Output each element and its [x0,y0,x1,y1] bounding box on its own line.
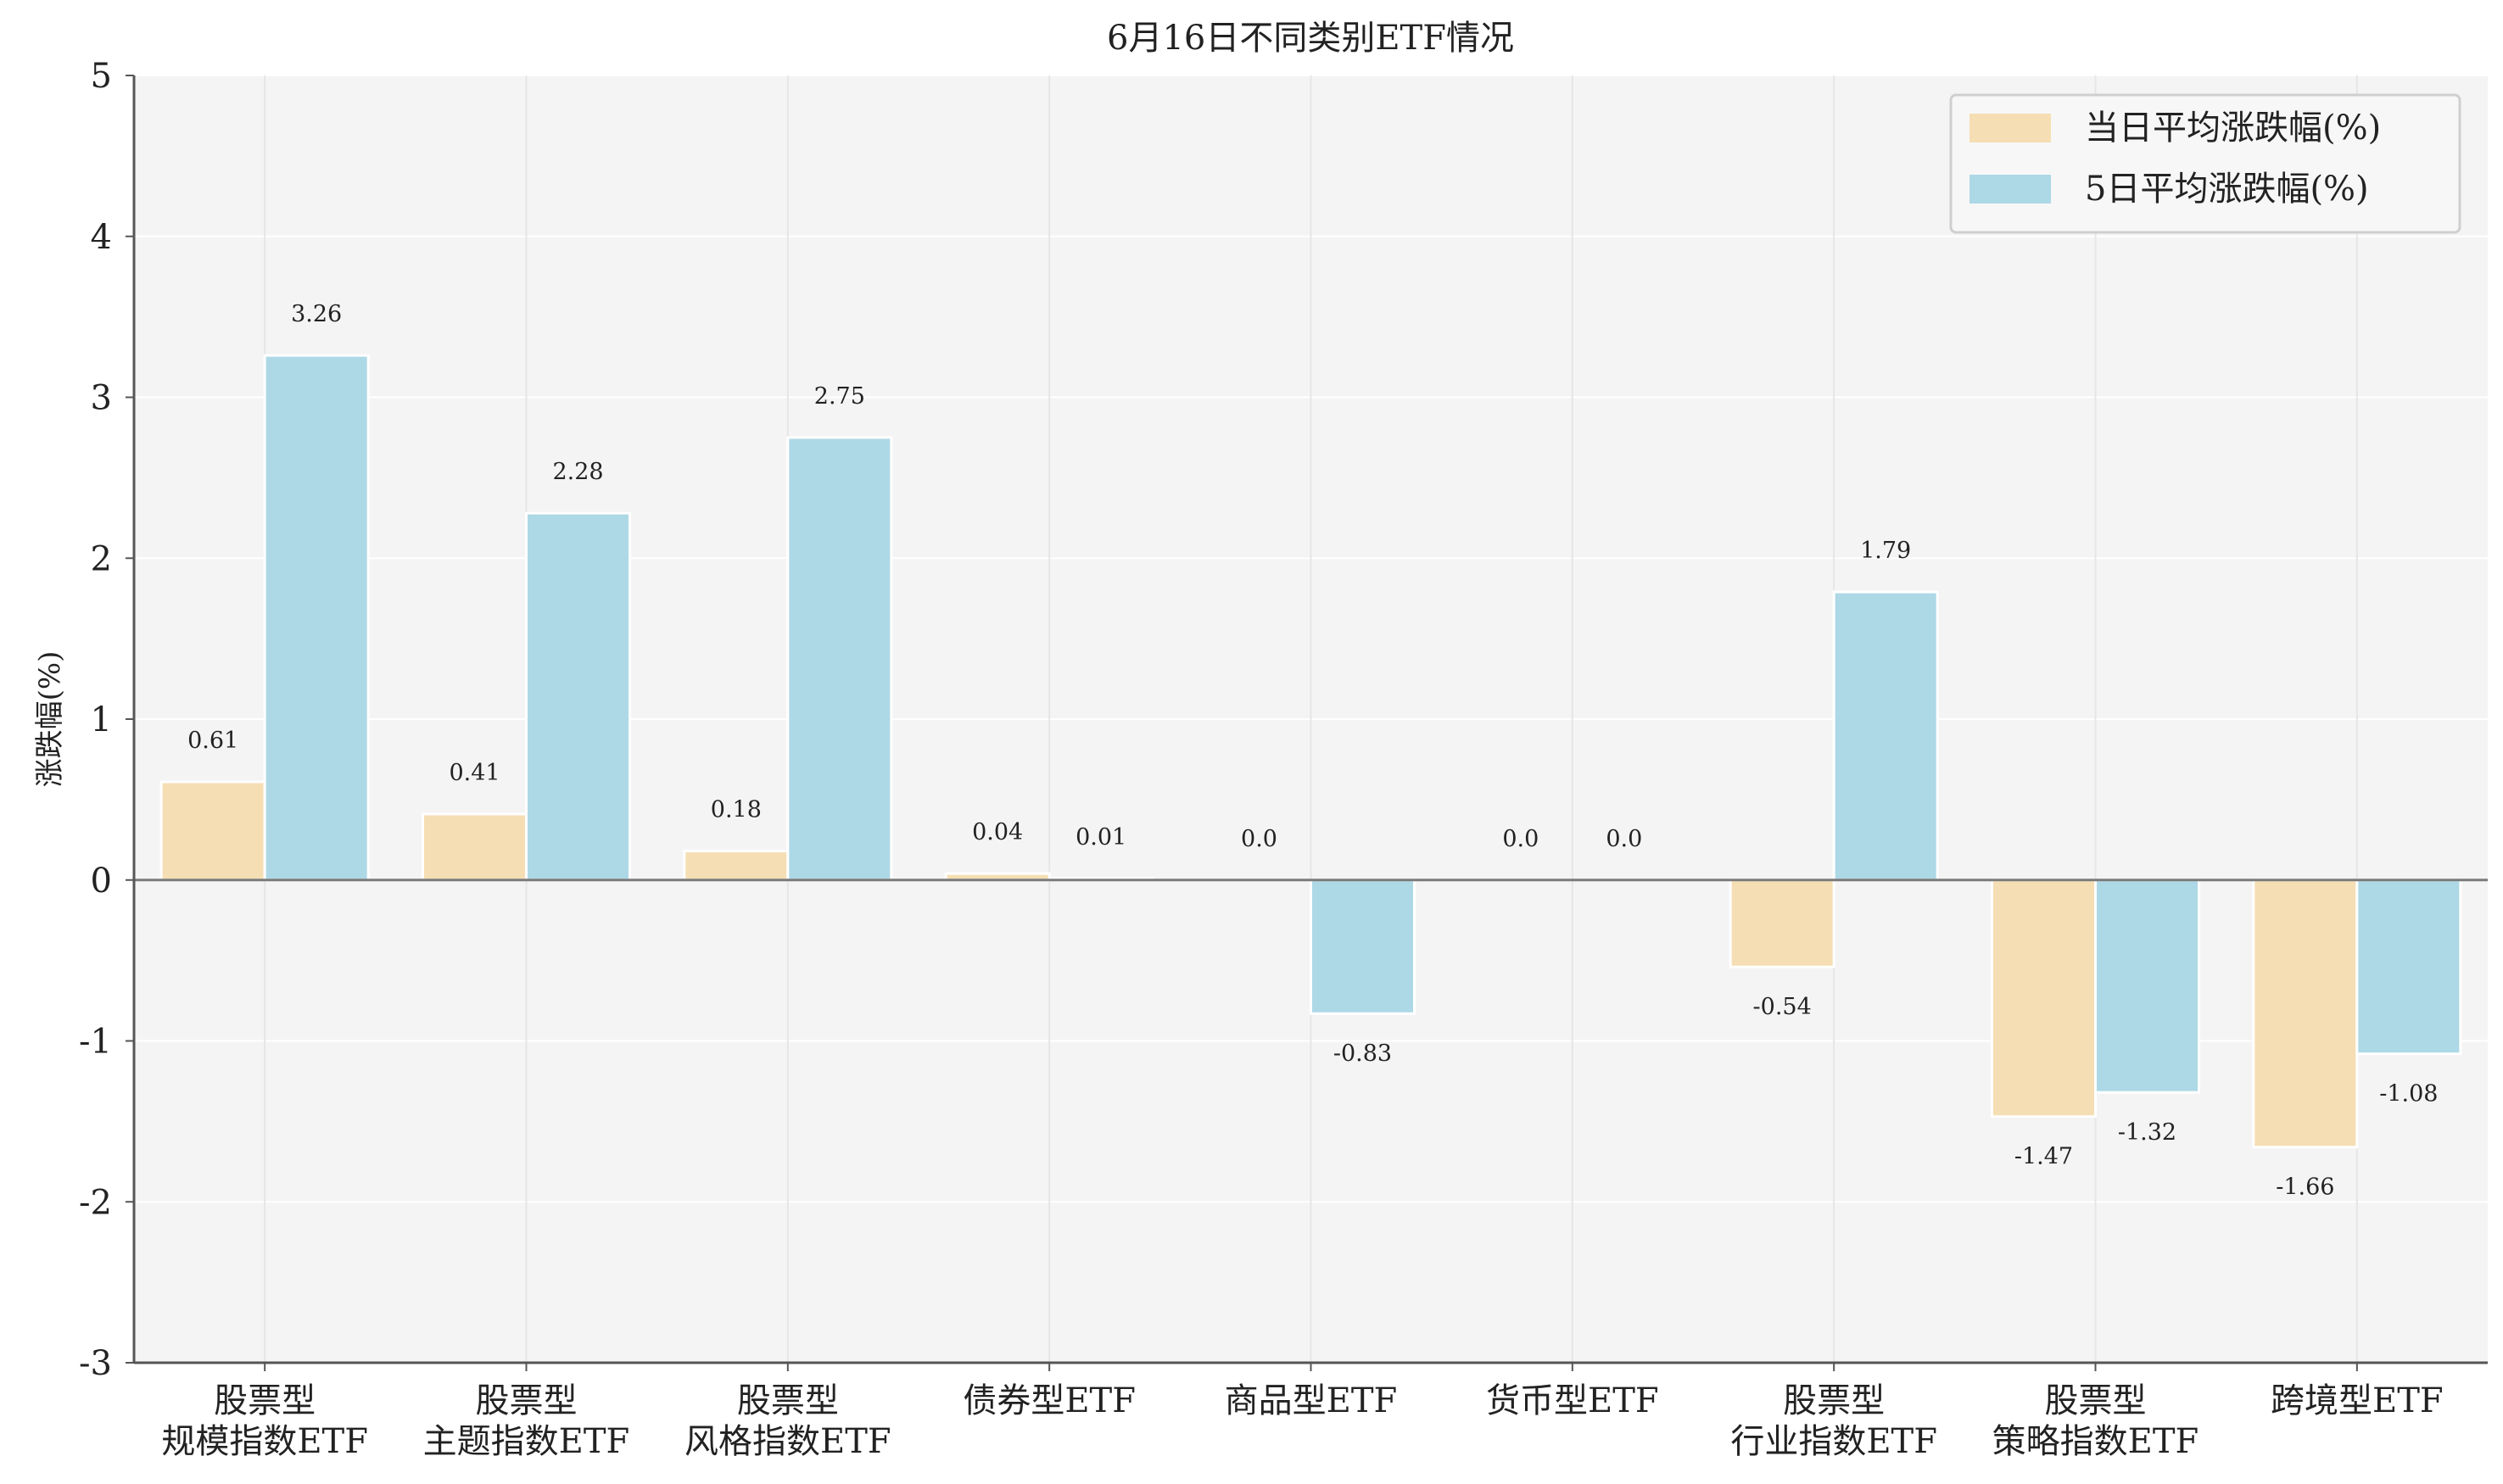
data-label: 3.26 [291,301,342,327]
x-tick-label: 股票型策略指数ETF [1992,1381,2199,1461]
y-tick-label: 4 [91,218,112,257]
data-label: -1.66 [2276,1174,2334,1201]
x-tick-label: 跨境型ETF [2271,1381,2444,1420]
x-tick-label-line: 股票型 [737,1381,839,1420]
data-label: 1.79 [1860,538,1911,564]
bar-five-day [2355,879,2462,1056]
x-tick-label-line: 股票型 [1783,1381,1885,1420]
x-tick-label-line: 行业指数ETF [1730,1422,1937,1461]
bar-daily [159,780,266,882]
data-label: 0.61 [187,728,238,754]
bar-daily [683,850,790,882]
y-tick-label: 1 [91,700,112,739]
bars [159,354,2462,1149]
data-label: 2.28 [552,459,603,485]
y-tick-label: 0 [91,862,112,901]
data-label: -1.32 [2118,1119,2176,1146]
chart-title: 6月16日不同类别ETF情况 [1107,19,1514,58]
legend-box [1949,93,2461,234]
bar-five-day [263,354,370,882]
data-label: 0.0 [1241,826,1277,852]
bar-five-day [1832,590,1939,882]
bar-daily [1991,879,2097,1119]
data-label: -0.83 [1333,1040,1392,1067]
x-tick-label: 货币型ETF [1486,1381,1659,1420]
x-tick-label: 股票型风格指数ETF [684,1381,891,1461]
data-label: 0.04 [972,819,1023,845]
x-tick-label-line: 股票型 [476,1381,578,1420]
data-label: 0.0 [1606,826,1642,852]
y-tick-label: -2 [79,1183,112,1222]
bar-five-day [786,436,893,882]
x-tick-label: 商品型ETF [1225,1381,1398,1420]
legend-swatch [1969,175,2051,204]
x-tick-label-line: 债券型ETF [963,1381,1136,1420]
data-label: -1.08 [2379,1081,2438,1107]
bar-daily [2252,879,2359,1149]
y-tick-label: 2 [91,539,112,578]
x-tick-label-line: 风格指数ETF [684,1422,891,1461]
bar-five-day [525,511,631,882]
data-label: 2.75 [814,383,865,410]
x-tick-label-line: 规模指数ETF [161,1422,368,1461]
data-label: -0.54 [1753,994,1812,1020]
data-label: 0.41 [449,760,500,786]
bar-daily [422,812,528,882]
x-tick-label: 股票型规模指数ETF [161,1381,368,1461]
x-tick-label-line: 商品型ETF [1225,1381,1398,1420]
x-tick-label: 债券型ETF [963,1381,1136,1420]
axes: -3-2-1012345股票型规模指数ETF股票型主题指数ETF股票型风格指数E… [79,57,2488,1461]
x-tick-label-line: 货币型ETF [1486,1381,1659,1420]
bar-five-day [1310,879,1416,1015]
data-label: -1.47 [2014,1144,2073,1170]
legend-label: 当日平均涨跌幅(%) [2085,109,2381,148]
legend-swatch [1969,114,2051,142]
data-labels: 0.61 0.41 0.18 0.04 0.0 0.0 -0.54 -1.47 -1.66 3.2… [187,301,2438,1201]
y-tick-label: -1 [79,1023,112,1062]
x-tick-label-line: 策略指数ETF [1992,1422,2199,1461]
y-axis-label: 涨跌幅(%) [33,651,67,788]
x-tick-label-line: 跨境型ETF [2271,1381,2444,1420]
data-label: 0.0 [1502,826,1539,852]
y-tick-label: 5 [91,57,112,96]
data-label: 0.18 [711,797,762,823]
y-tick-label: -3 [79,1344,112,1383]
legend-label: 5日平均涨跌幅(%) [2085,170,2369,209]
bar-five-day [2094,879,2200,1094]
legend: 当日平均涨跌幅(%) 5日平均涨跌幅(%) [1949,93,2461,234]
y-tick-label: 3 [91,379,112,418]
x-tick-label-line: 股票型 [2045,1381,2147,1420]
x-tick-label: 股票型主题指数ETF [423,1381,630,1461]
x-tick-label-line: 主题指数ETF [423,1422,630,1461]
x-tick-label: 股票型行业指数ETF [1730,1381,1937,1461]
x-tick-label-line: 股票型 [214,1381,316,1420]
bar-daily [1729,879,1835,968]
data-label: 0.01 [1076,824,1126,851]
